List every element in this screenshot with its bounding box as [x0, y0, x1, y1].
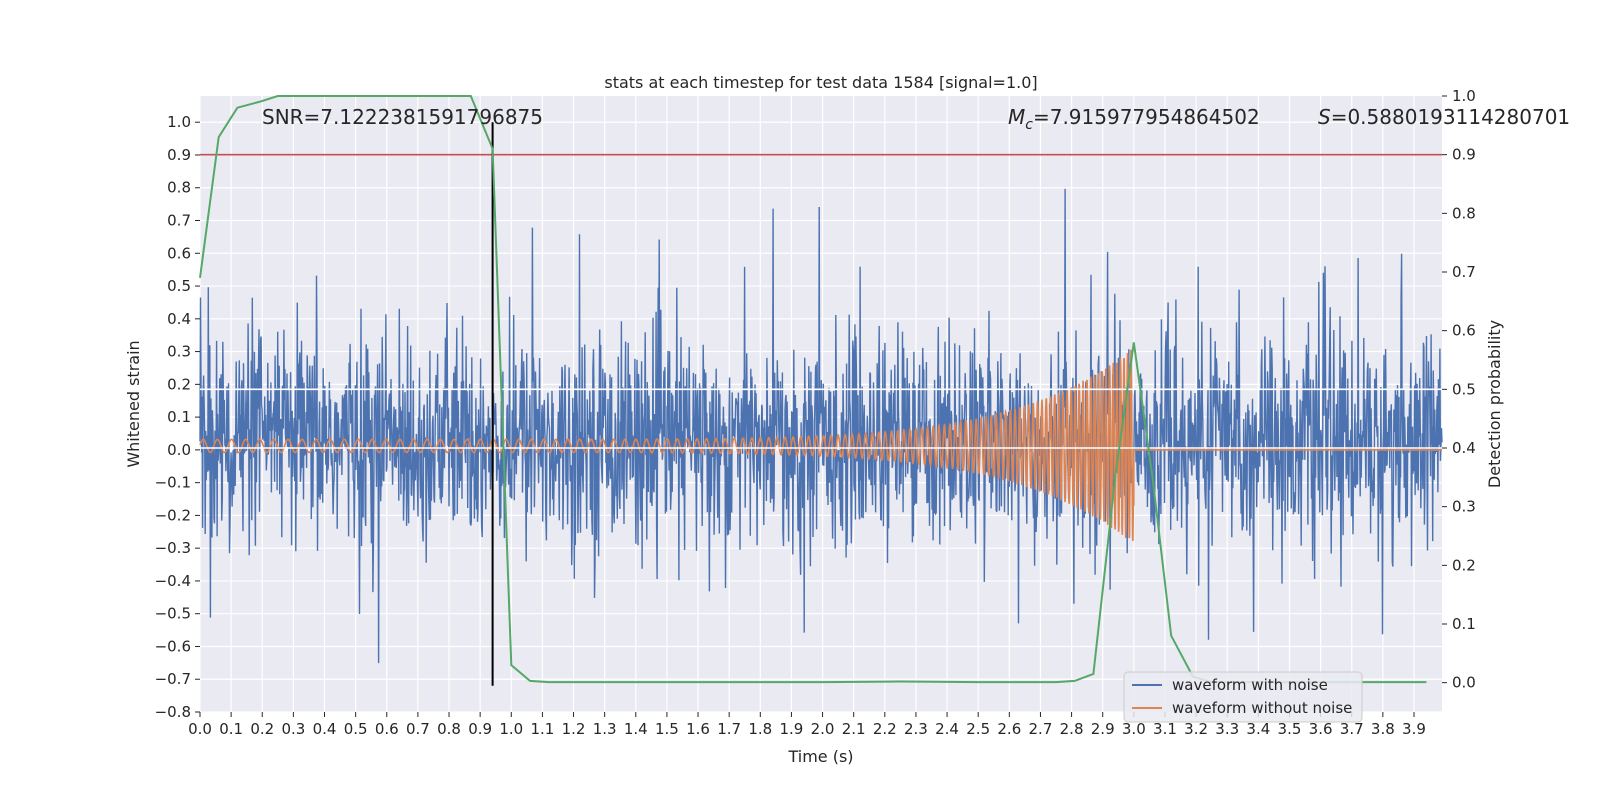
x-tick-label: 2.0	[811, 720, 835, 738]
y2-tick-label: 0.4	[1452, 439, 1476, 457]
x-tick-label: 3.2	[1184, 720, 1208, 738]
x-tick-label: 3.7	[1340, 720, 1364, 738]
y2-tick-label: 0.9	[1452, 146, 1476, 164]
y2-axis-label: Detection probability	[1485, 320, 1504, 488]
y-tick-label: −0.3	[155, 539, 191, 557]
y2-tick-label: 0.3	[1452, 498, 1476, 516]
x-tick-label: 3.3	[1215, 720, 1239, 738]
left-axis-ticks: −0.8 −0.7 −0.6 −0.5 −0.4 −0.3 −0.2 −0.1 0.0 0.1 0.…	[155, 113, 200, 721]
x-tick-label: 2.5	[966, 720, 990, 738]
y2-tick-label: 0.1	[1452, 615, 1476, 633]
y-tick-label: 1.0	[167, 113, 191, 131]
x-tick-label: 1.2	[562, 720, 586, 738]
x-tick-label: 0.5	[344, 720, 368, 738]
y2-tick-label: 0.0	[1452, 674, 1476, 692]
y-tick-label: 0.2	[167, 375, 191, 393]
x-tick-label: 1.3	[593, 720, 617, 738]
y-tick-label: −0.6	[155, 637, 191, 655]
x-tick-label: 0.6	[375, 720, 399, 738]
y-tick-label: −0.2	[155, 506, 191, 524]
x-tick-label: 1.1	[530, 720, 554, 738]
x-tick-label: 1.9	[779, 720, 803, 738]
y-tick-label: −0.7	[155, 670, 191, 688]
x-tick-label: 3.6	[1309, 720, 1333, 738]
x-tick-label: 0.4	[313, 720, 337, 738]
right-axis-ticks: 0.0 0.1 0.2 0.3 0.4 0.5 0.6 0.7 0.8 0.9 1.0	[1442, 87, 1476, 692]
y-tick-label: 0.4	[167, 310, 191, 328]
y-tick-label: 0.9	[167, 146, 191, 164]
series-line-detection-probability	[199, 95, 1427, 684]
y2-tick-label: 0.7	[1452, 263, 1476, 281]
x-tick-label: 0.0	[188, 720, 212, 738]
y-tick-label: 0.1	[167, 408, 191, 426]
x-tick-label: 3.1	[1153, 720, 1177, 738]
legend-label-clean: waveform without noise	[1172, 699, 1352, 717]
bottom-axis-ticks: 0.0 0.1 0.2 0.3 0.4 0.5 0.6 0.7 0.8 0.9 1.0 1.1 1.2 1…	[188, 712, 1426, 738]
y-axis-label: Whitened strain	[124, 340, 143, 467]
y-tick-label: −0.4	[155, 572, 191, 590]
x-tick-label: 0.3	[281, 720, 305, 738]
x-tick-label: 1.6	[686, 720, 710, 738]
spin-symbol: S	[1318, 105, 1331, 129]
x-tick-label: 3.9	[1402, 720, 1426, 738]
y-tick-label: −0.5	[155, 605, 191, 623]
y-tick-label: 0.8	[167, 179, 191, 197]
x-tick-label: 2.3	[904, 720, 928, 738]
y2-tick-label: 0.2	[1452, 556, 1476, 574]
spin-value: =0.5880193114280701	[1331, 105, 1570, 129]
legend-box	[1123, 671, 1363, 723]
y-tick-label: −0.1	[155, 474, 191, 492]
x-tick-label: 2.6	[997, 720, 1021, 738]
x-tick-label: 1.8	[748, 720, 772, 738]
y-tick-label: 0.6	[167, 244, 191, 262]
y-tick-label: 0.7	[167, 212, 191, 230]
spin-annotation: S=0.5880193114280701	[1318, 105, 1570, 129]
x-tick-label: 2.2	[873, 720, 897, 738]
x-tick-label: 2.7	[1029, 720, 1053, 738]
chirp-mass-subscript: c	[1025, 117, 1033, 133]
x-tick-label: 0.7	[406, 720, 430, 738]
y-tick-label: 0.5	[167, 277, 191, 295]
x-tick-label: 2.4	[935, 720, 959, 738]
x-tick-label: 1.4	[624, 720, 648, 738]
y2-tick-label: 0.5	[1452, 380, 1476, 398]
x-tick-label: 3.8	[1371, 720, 1395, 738]
x-tick-label: 0.9	[468, 720, 492, 738]
x-tick-label: 1.7	[717, 720, 741, 738]
x-tick-label: 2.9	[1091, 720, 1115, 738]
snr-annotation: SNR=7.122238159179687​5	[262, 105, 543, 129]
series-line-waveform-without-noise	[199, 349, 1442, 542]
legend-label-noisy: waveform with noise	[1172, 676, 1328, 694]
x-tick-label: 2.8	[1060, 720, 1084, 738]
grid	[199, 96, 1442, 713]
x-tick-label: 0.1	[219, 720, 243, 738]
x-tick-label: 2.1	[842, 720, 866, 738]
y2-tick-label: 1.0	[1452, 87, 1476, 105]
legend: waveform with noise waveform without noi…	[1123, 671, 1363, 723]
chart-title: stats at each timestep for test data 158…	[604, 73, 1037, 92]
chirp-mass-value: =7.915977954864502	[1033, 105, 1260, 129]
y-tick-label: 0.3	[167, 343, 191, 361]
x-tick-label: 1.0	[499, 720, 523, 738]
x-tick-label: 1.5	[655, 720, 679, 738]
series-line-waveform-with-noise	[199, 188, 1443, 664]
chirp-mass-symbol: M	[1008, 105, 1025, 129]
series-layer	[199, 95, 1443, 686]
y-tick-label: −0.8	[155, 703, 191, 721]
y2-tick-label: 0.8	[1452, 204, 1476, 222]
y2-tick-label: 0.6	[1452, 322, 1476, 340]
x-tick-label: 0.2	[250, 720, 274, 738]
x-axis-label: Time (s)	[787, 747, 853, 766]
x-tick-label: 3.5	[1278, 720, 1302, 738]
y-tick-label: 0.0	[167, 441, 191, 459]
x-tick-label: 3.0	[1122, 720, 1146, 738]
chirp-mass-annotation: Mc=7.915977954864502	[1008, 105, 1260, 133]
x-tick-label: 3.4	[1246, 720, 1270, 738]
x-tick-label: 0.8	[437, 720, 461, 738]
